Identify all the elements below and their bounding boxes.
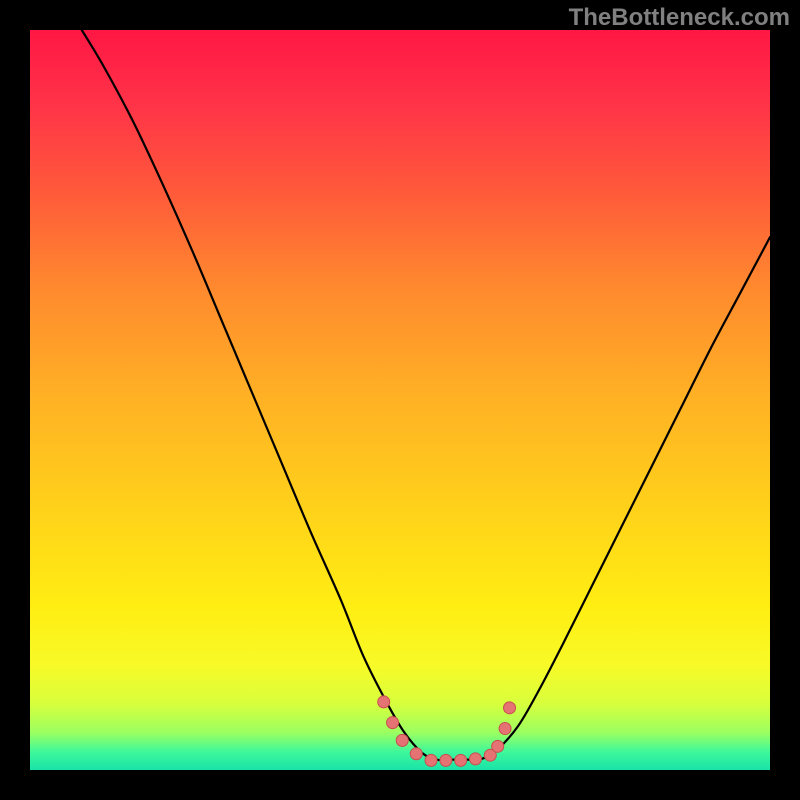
marker-dot <box>396 734 408 746</box>
marker-dot <box>410 748 422 760</box>
marker-dot <box>492 740 504 752</box>
marker-dot <box>387 717 399 729</box>
marker-dot <box>469 753 481 765</box>
bottleneck-chart <box>0 0 800 800</box>
marker-dot <box>378 696 390 708</box>
chart-stage: TheBottleneck.com <box>0 0 800 800</box>
marker-dot <box>425 754 437 766</box>
watermark-text: TheBottleneck.com <box>569 4 790 32</box>
plot-background <box>30 30 770 770</box>
marker-dot <box>504 702 516 714</box>
marker-dot <box>440 754 452 766</box>
marker-dot <box>499 723 511 735</box>
marker-dot <box>455 754 467 766</box>
